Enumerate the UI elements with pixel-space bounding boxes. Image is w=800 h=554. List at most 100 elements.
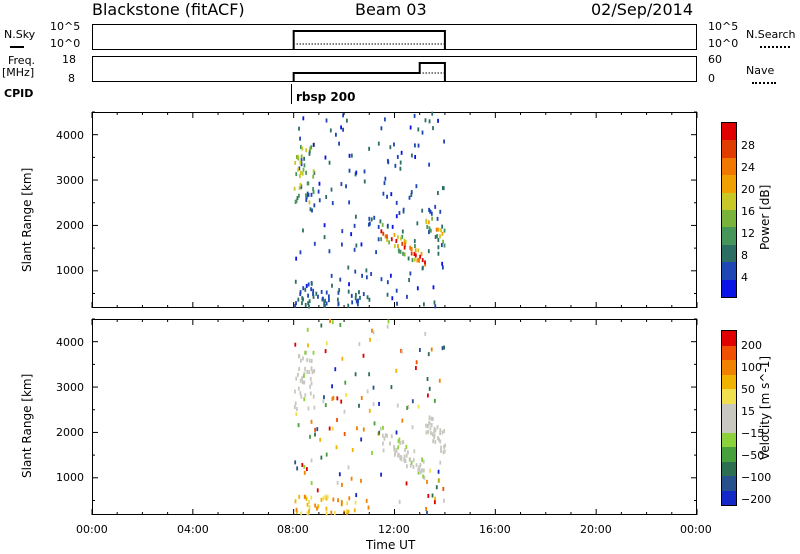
power-cell bbox=[401, 229, 404, 234]
power-cell bbox=[393, 244, 396, 249]
velocity-cell bbox=[309, 384, 311, 389]
power-cell bbox=[354, 296, 357, 301]
xlabel: Time UT bbox=[366, 538, 416, 552]
velocity-cell bbox=[378, 430, 381, 435]
velocity-cell bbox=[304, 366, 307, 371]
velocity-cell bbox=[439, 428, 442, 433]
power-cell bbox=[331, 201, 334, 206]
velocity-cell bbox=[382, 448, 385, 453]
power-cell bbox=[348, 200, 351, 205]
velocity-cell bbox=[320, 455, 323, 460]
power-cell bbox=[300, 162, 303, 167]
power-cell bbox=[310, 287, 313, 292]
power-cell bbox=[312, 292, 314, 297]
velocity-ytick-1000: 1000 bbox=[56, 471, 84, 484]
velocity-cell bbox=[405, 464, 408, 469]
velocity-cell bbox=[439, 460, 442, 465]
velocity-cell bbox=[333, 510, 336, 515]
power-cell bbox=[367, 222, 370, 227]
velocity-cell bbox=[328, 426, 331, 431]
power-cell bbox=[301, 301, 303, 306]
velocity-cell bbox=[303, 464, 306, 469]
velocity-cell bbox=[345, 509, 348, 514]
velocity-cell bbox=[316, 488, 319, 493]
power-cell bbox=[436, 234, 439, 239]
power-cell bbox=[443, 243, 446, 248]
power-cell bbox=[304, 287, 307, 292]
power-cell bbox=[437, 118, 439, 123]
power-cell bbox=[368, 146, 371, 151]
velocity-cell bbox=[415, 463, 418, 468]
power-cb-tick-24: 24 bbox=[741, 161, 755, 174]
power-cell bbox=[441, 186, 444, 191]
freq-tick-top-left: 18 bbox=[62, 53, 76, 66]
velocity-cell bbox=[366, 389, 369, 394]
power-cell bbox=[424, 260, 426, 265]
velocity-cell bbox=[365, 498, 368, 503]
velocity-cell bbox=[421, 457, 424, 462]
velocity-cell bbox=[351, 447, 354, 452]
velocity-cell bbox=[425, 507, 427, 512]
power-cell bbox=[297, 167, 300, 172]
velocity-cell bbox=[381, 433, 384, 438]
power-cell bbox=[312, 189, 315, 194]
power-cell bbox=[399, 249, 402, 254]
velocity-colorbar-swatch bbox=[722, 345, 736, 361]
velocity-cb-tick-50: 50 bbox=[741, 383, 755, 396]
power-cell bbox=[303, 156, 306, 161]
power-cell bbox=[393, 142, 395, 147]
power-cell bbox=[408, 195, 411, 200]
power-cell bbox=[331, 283, 333, 288]
velocity-cell bbox=[362, 427, 365, 432]
velocity-cell bbox=[329, 319, 331, 324]
power-colorbar-swatch bbox=[722, 227, 736, 246]
velocity-cell bbox=[297, 423, 300, 428]
power-cell bbox=[324, 155, 327, 160]
velocity-colorbar-swatch bbox=[722, 490, 736, 505]
velocity-cell bbox=[397, 445, 400, 450]
power-cell bbox=[437, 227, 440, 232]
cpid-label: CPID bbox=[4, 87, 34, 100]
velocity-cell bbox=[371, 328, 373, 333]
velocity-cell bbox=[431, 416, 434, 421]
power-cell bbox=[414, 244, 416, 249]
power-cell bbox=[429, 228, 432, 233]
velocity-cb-tick-m200: −200 bbox=[741, 493, 772, 506]
power-ytick-1000: 1000 bbox=[56, 264, 84, 277]
power-cell bbox=[348, 282, 350, 287]
power-cell bbox=[415, 184, 418, 189]
velocity-colorbar-swatch bbox=[722, 403, 736, 419]
power-cell bbox=[397, 244, 399, 249]
power-cell bbox=[377, 141, 380, 146]
power-cell bbox=[310, 281, 313, 286]
power-cell bbox=[299, 145, 302, 150]
velocity-cell bbox=[405, 444, 408, 449]
power-cell bbox=[420, 251, 423, 256]
velocity-cell bbox=[443, 345, 446, 350]
power-cell bbox=[328, 249, 331, 254]
velocity-cell bbox=[308, 505, 311, 510]
velocity-cell bbox=[304, 350, 307, 355]
freq-tick-bottom-left: 8 bbox=[68, 72, 75, 85]
velocity-cell bbox=[320, 497, 323, 502]
power-cell bbox=[345, 184, 347, 189]
nsearch-legend-line bbox=[760, 46, 790, 48]
power-cell bbox=[409, 125, 412, 130]
velocity-cell bbox=[427, 429, 430, 434]
power-cell bbox=[368, 216, 371, 221]
power-cell bbox=[424, 262, 427, 267]
velocity-cell bbox=[430, 347, 433, 352]
power-cell bbox=[386, 292, 389, 297]
power-cell bbox=[293, 186, 296, 191]
velocity-cell bbox=[434, 439, 437, 444]
power-cell bbox=[399, 160, 402, 165]
velocity-cell bbox=[442, 498, 445, 503]
nsky-tick-bottom-right: 10^0 bbox=[708, 37, 739, 50]
power-cell bbox=[308, 200, 311, 205]
velocity-cell bbox=[295, 406, 298, 411]
velocity-cell bbox=[395, 448, 398, 453]
power-cell bbox=[347, 303, 350, 308]
power-cell bbox=[312, 187, 314, 192]
velocity-cell bbox=[426, 479, 428, 484]
power-cell bbox=[421, 258, 424, 263]
